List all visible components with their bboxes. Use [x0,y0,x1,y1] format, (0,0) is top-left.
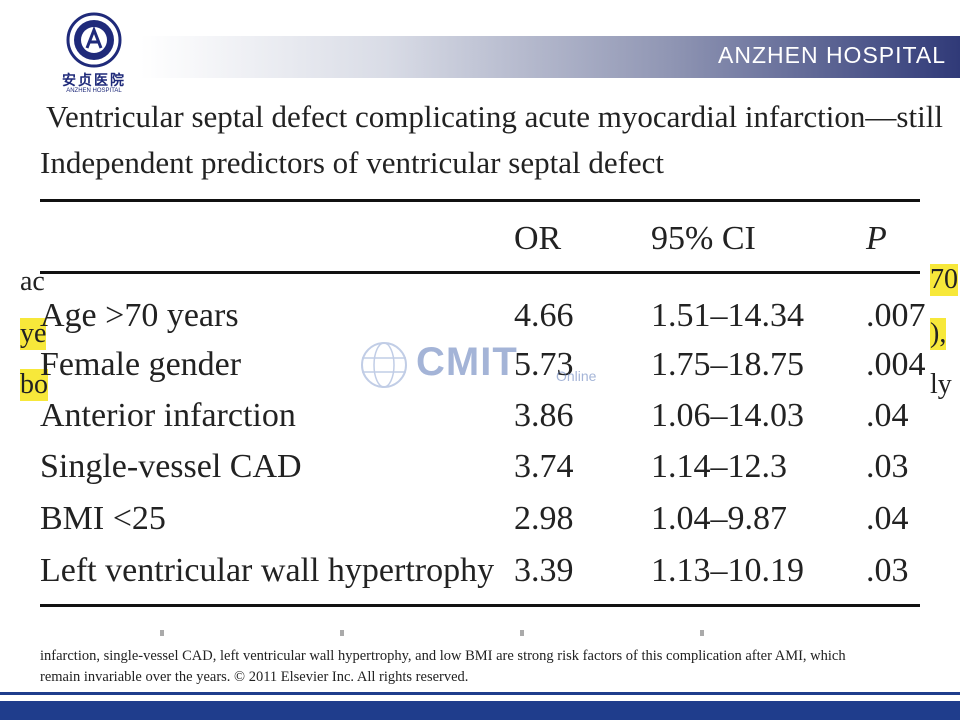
logo-chinese-text: 安贞医院 [62,73,126,89]
hospital-logo: 安贞医院 ANZHEN HOSPITAL [48,12,140,94]
predictor-cell: Single-vessel CAD [40,448,302,485]
ci-cell: 1.13–10.19 [651,552,804,589]
logo-english-text: ANZHEN HOSPITAL [66,88,122,94]
abstract-line: remain invariable over the years. © 2011… [40,669,469,685]
table-bottom-rule [40,604,920,607]
p-cell: .007 [866,297,926,334]
background-text-fragment: 70 [930,264,958,296]
background-text-fragment: ), [930,318,947,350]
table-row: Female gender 5.73 1.75–18.75 .004 [0,346,960,398]
article-title: Ventricular septal defect complicating a… [46,99,943,134]
table-row: BMI <25 2.98 1.04–9.87 .04 [0,500,960,552]
background-text-fragment: ye [20,318,47,350]
or-cell: 3.39 [514,552,574,589]
predictor-cell: Left ventricular wall hypertrophy [40,552,495,589]
cropped-text-line [40,630,880,636]
predictor-cell: Anterior infarction [40,397,296,434]
ci-cell: 1.14–12.3 [651,448,787,485]
cmit-watermark: CMIT Online [356,340,616,390]
p-cell: .03 [866,448,909,485]
table-row: Left ventricular wall hypertrophy 3.39 1… [0,552,960,604]
abstract-line: infarction, single-vessel CAD, left vent… [40,648,846,664]
predictor-cell: Female gender [40,346,242,383]
watermark-subtext: Online [556,368,597,384]
or-cell: 3.74 [514,448,574,485]
table-row: Age >70 years 4.66 1.51–14.34 .007 [0,297,960,349]
column-header-ci: 95% CI [651,220,756,257]
background-text-fragment: bo [20,369,48,401]
or-cell: 2.98 [514,500,574,537]
background-text-fragment: ac [20,266,45,297]
footer-rule [0,692,960,695]
or-cell: 4.66 [514,297,574,334]
footer-bar [0,701,960,720]
ci-cell: 1.51–14.34 [651,297,804,334]
hospital-emblem-icon [66,12,122,68]
table-row: Single-vessel CAD 3.74 1.14–12.3 .03 [0,448,960,500]
column-header-or: OR [514,220,562,257]
ci-cell: 1.75–18.75 [651,346,804,383]
table-header-rule [40,271,920,274]
background-text-fragment: ly [930,369,952,400]
ci-cell: 1.04–9.87 [651,500,787,537]
hospital-name: ANZHEN HOSPITAL [718,42,946,68]
table-top-rule [40,199,920,202]
column-header-p: P [866,220,887,257]
or-cell: 3.86 [514,397,574,434]
table-caption: Independent predictors of ventricular se… [40,145,665,180]
p-cell: .04 [866,500,909,537]
predictor-cell: Age >70 years [40,297,239,334]
predictor-cell: BMI <25 [40,500,166,537]
ci-cell: 1.06–14.03 [651,397,804,434]
p-cell: .04 [866,397,909,434]
p-cell: .004 [866,346,926,383]
header-banner: ANZHEN HOSPITAL [140,36,960,78]
or-cell: 5.73 [514,346,574,383]
globe-watermark-icon [361,342,407,388]
table-row: Anterior infarction 3.86 1.06–14.03 .04 [0,397,960,449]
watermark-text: CMIT [416,340,518,384]
p-cell: .03 [866,552,909,589]
